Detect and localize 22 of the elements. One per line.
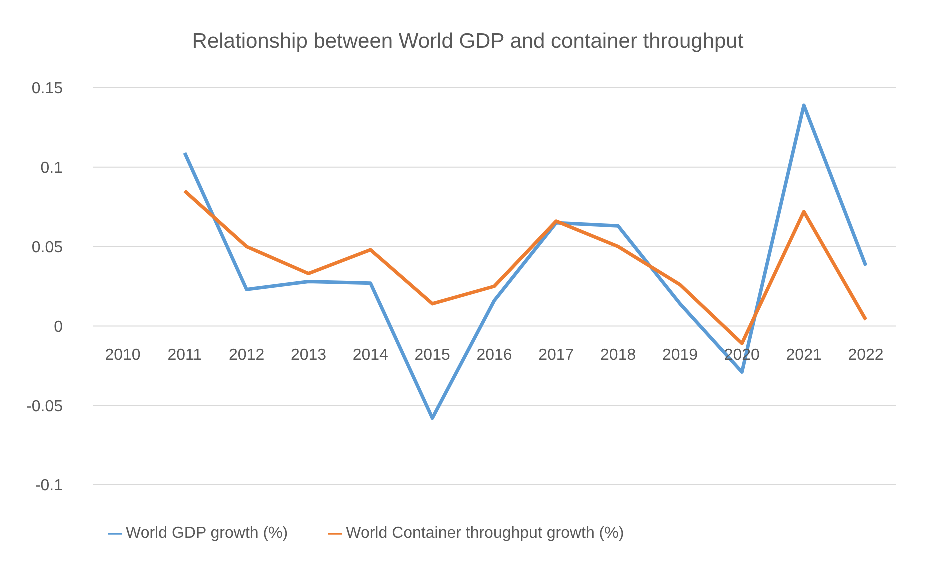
- y-tick-label: -0.1: [35, 478, 64, 495]
- x-tick-label: 2012: [229, 347, 265, 364]
- x-tick-label: 2013: [290, 347, 327, 364]
- y-tick-label: -0.05: [26, 398, 64, 416]
- y-tick-label: 0.05: [32, 239, 64, 256]
- x-tick-label: 2011: [168, 347, 202, 364]
- line-series: [183, 189, 868, 346]
- x-tick-label: 2015: [414, 347, 450, 364]
- x-tick-label: 2022: [848, 347, 884, 364]
- y-tick-label: 0.15: [32, 80, 64, 98]
- x-tick-label: 2014: [352, 347, 389, 364]
- x-tick-label: 2016: [476, 347, 512, 364]
- y-tick-label: 0.1: [40, 160, 64, 178]
- chart-title: Relationship between World GDP and container throughput: [191, 30, 745, 54]
- x-tick-label: 2010: [105, 347, 141, 364]
- x-tick-label: 2021: [786, 347, 822, 364]
- x-tick-label: 2018: [600, 347, 636, 364]
- legend-label: World Container throughput growth (%): [346, 525, 624, 542]
- x-tick-label: 2019: [662, 347, 698, 364]
- legend-label: World GDP growth (%): [126, 525, 288, 542]
- x-tick-label: 2017: [538, 347, 574, 364]
- y-tick-label: 0: [54, 318, 64, 336]
